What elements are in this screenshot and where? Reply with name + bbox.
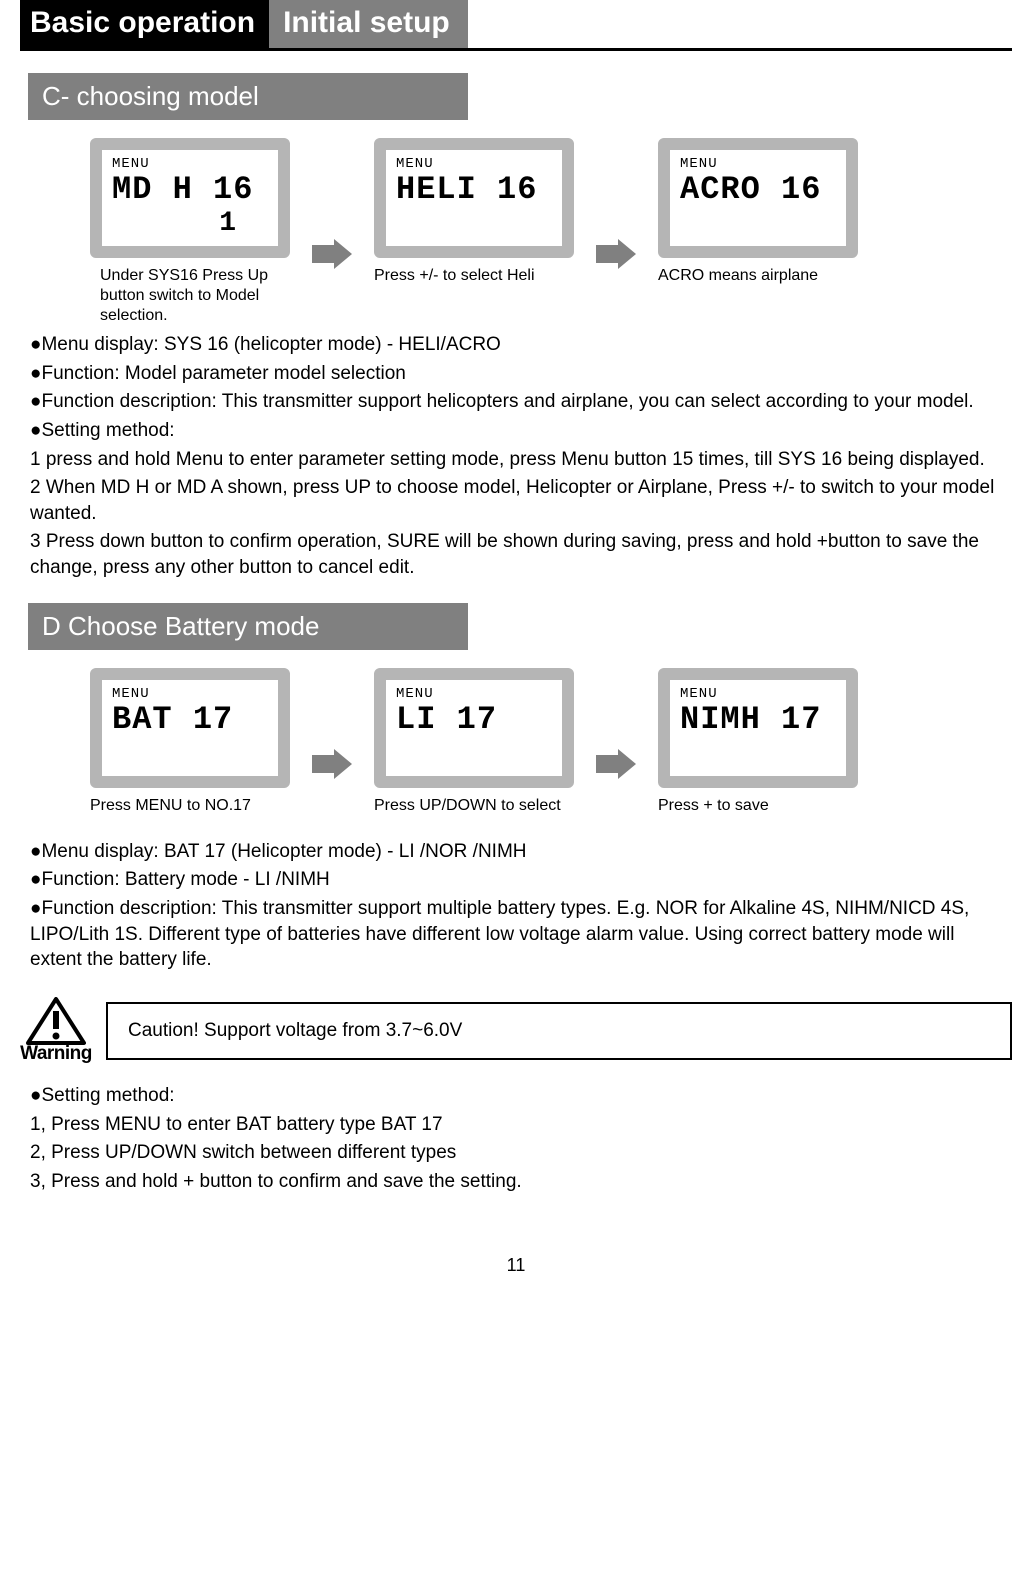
screen-col: MENU BAT 17 Press MENU to NO.17 — [80, 668, 300, 816]
screen-main-text: LI 17 — [396, 704, 552, 736]
screen-col: MENU LI 17 Press UP/DOWN to select — [364, 668, 584, 816]
screen-caption: Press +/- to select Heli — [374, 266, 574, 286]
screen-menu-label: MENU — [680, 156, 836, 172]
header-gray-title: Initial setup — [269, 0, 468, 48]
bullet-text: ●Function description: This transmitter … — [30, 389, 1002, 415]
page-number: 11 — [20, 1255, 1012, 1276]
screen-main-text: ACRO 16 — [680, 174, 836, 206]
screen-menu-label: MENU — [112, 156, 268, 172]
bullet-text: ●Setting method: — [30, 418, 1002, 444]
lcd-screen: MENU HELI 16 — [374, 138, 574, 258]
step-text: 3 Press down button to confirm operation… — [30, 529, 1002, 580]
page-header: Basic operation Initial setup — [20, 0, 1012, 51]
section-c-title: C- choosing model — [28, 73, 468, 120]
screen-menu-label: MENU — [396, 156, 552, 172]
bullet-text: ●Function: Battery mode - LI /NIMH — [30, 867, 1002, 893]
screen-menu-label: MENU — [680, 686, 836, 702]
screen-col: MENU MD H 16 1 Under SYS16 Press Up butt… — [80, 138, 300, 326]
screen-main-text: MD H 16 — [112, 174, 268, 206]
warning-label: Warning — [20, 1043, 92, 1065]
screen-col: MENU ACRO 16 ACRO means airplane — [648, 138, 868, 286]
screen-main-text: NIMH 17 — [680, 704, 836, 736]
section-d-title: D Choose Battery mode — [28, 603, 468, 650]
screen-caption: Press MENU to NO.17 — [90, 796, 290, 816]
bullet-text: ●Setting method: — [30, 1083, 1002, 1109]
lcd-screen: MENU MD H 16 1 — [90, 138, 290, 258]
screen-col: MENU HELI 16 Press +/- to select Heli — [364, 138, 584, 286]
screen-main-text: BAT 17 — [112, 704, 268, 736]
header-black-title: Basic operation — [20, 0, 269, 48]
warning-box: Caution! Support voltage from 3.7~6.0V — [106, 1002, 1012, 1060]
screen-caption: Under SYS16 Press Up button switch to Mo… — [100, 266, 280, 326]
bullet-text: ●Menu display: BAT 17 (Helicopter mode) … — [30, 839, 1002, 865]
warning-row: Warning Caution! Support voltage from 3.… — [20, 997, 1012, 1065]
bullet-text: ●Function: Model parameter model selecti… — [30, 361, 1002, 387]
screen-main-text: HELI 16 — [396, 174, 552, 206]
screen-col: MENU NIMH 17 Press + to save — [648, 668, 868, 816]
arrow-icon — [312, 239, 352, 269]
arrow-icon — [596, 749, 636, 779]
step-text: 2, Press UP/DOWN switch between differen… — [30, 1140, 1002, 1166]
bullet-text: ●Function description: This transmitter … — [30, 896, 1002, 973]
screen-menu-label: MENU — [396, 686, 552, 702]
arrow-icon — [312, 749, 352, 779]
screen-caption: ACRO means airplane — [658, 266, 858, 286]
step-text: 1, Press MENU to enter BAT battery type … — [30, 1112, 1002, 1138]
lcd-screen: MENU LI 17 — [374, 668, 574, 788]
screen-menu-label: MENU — [112, 686, 268, 702]
screen-caption: Press + to save — [658, 796, 858, 816]
lcd-screen: MENU ACRO 16 — [658, 138, 858, 258]
arrow-icon — [596, 239, 636, 269]
step-text: 1 press and hold Menu to enter parameter… — [30, 447, 1002, 473]
section-c-screens: MENU MD H 16 1 Under SYS16 Press Up butt… — [20, 138, 1012, 326]
bullet-text: ●Menu display: SYS 16 (helicopter mode) … — [30, 332, 1002, 358]
lcd-screen: MENU BAT 17 — [90, 668, 290, 788]
warning-icon: Warning — [20, 997, 92, 1065]
screen-caption: Press UP/DOWN to select — [374, 796, 574, 816]
step-text: 3, Press and hold + button to confirm an… — [30, 1169, 1002, 1195]
lcd-screen: MENU NIMH 17 — [658, 668, 858, 788]
screen-sub-text: 1 — [112, 210, 268, 238]
section-d-screens: MENU BAT 17 Press MENU to NO.17 MENU LI … — [20, 668, 1012, 816]
step-text: 2 When MD H or MD A shown, press UP to c… — [30, 475, 1002, 526]
